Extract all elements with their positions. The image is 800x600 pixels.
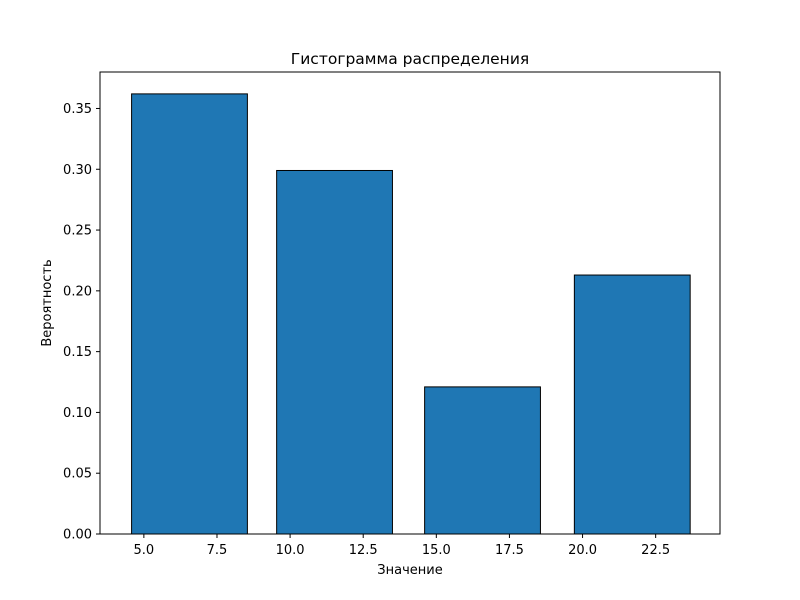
- ticks-layer: 5.0 7.5 10.0 12.5 15.0 17.5 20.0 22.5 0.00 0.05 0.…: [63, 102, 670, 558]
- x-tick-label: 22.5: [641, 543, 670, 558]
- y-tick-label: 0.05: [63, 467, 92, 482]
- y-tick-label: 0.20: [63, 284, 92, 299]
- chart-title: Гистограмма распределения: [291, 50, 529, 68]
- bar: [276, 169, 393, 535]
- y-tick-label: 0.35: [63, 102, 92, 117]
- y-tick-label: 0.10: [63, 406, 92, 421]
- x-tick-label: 7.5: [207, 543, 228, 558]
- x-tick-label: 10.0: [276, 543, 305, 558]
- y-axis-label: Вероятность: [40, 259, 55, 346]
- bar: [573, 274, 691, 535]
- x-tick-label: 15.0: [422, 543, 451, 558]
- y-tick-label: 0.00: [63, 528, 92, 543]
- bar: [424, 386, 541, 535]
- x-tick-label: 5.0: [134, 543, 155, 558]
- y-tick-label: 0.30: [63, 163, 92, 178]
- x-tick-label: 20.0: [568, 543, 597, 558]
- bars-layer: [131, 93, 691, 535]
- y-tick-label: 0.15: [63, 345, 92, 360]
- bar: [131, 93, 248, 535]
- x-axis-label: Значение: [377, 563, 442, 578]
- x-tick-label: 12.5: [349, 543, 378, 558]
- x-tick-label: 17.5: [495, 543, 524, 558]
- plot-frame: [99, 71, 721, 535]
- y-tick-label: 0.25: [63, 224, 92, 239]
